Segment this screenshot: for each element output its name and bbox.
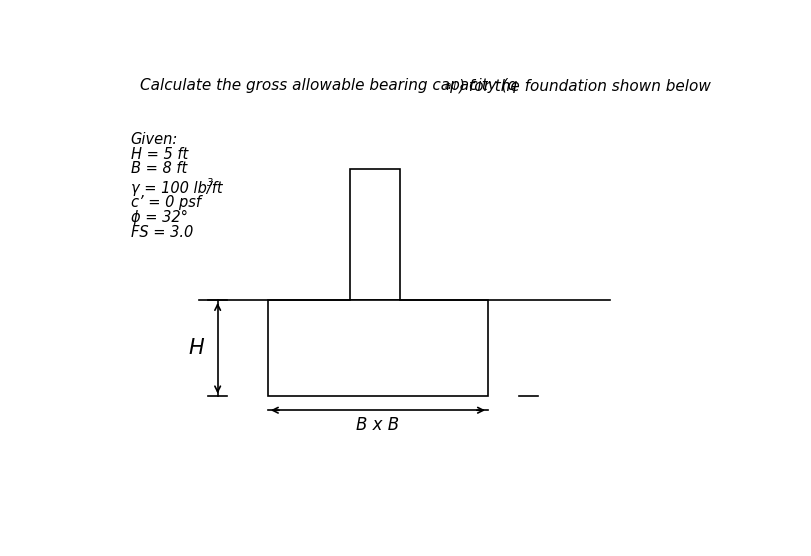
Text: γ = 100 lb/ft: γ = 100 lb/ft xyxy=(131,181,222,196)
Text: H: H xyxy=(188,338,204,358)
Text: B x B: B x B xyxy=(356,416,400,434)
Text: c’ = 0 psf: c’ = 0 psf xyxy=(131,195,201,210)
Text: ϕ = 32°: ϕ = 32° xyxy=(131,210,188,225)
Text: ) for the foundation shown below: ) for the foundation shown below xyxy=(459,78,712,93)
Text: Given:: Given: xyxy=(131,132,178,147)
Text: FS = 3.0: FS = 3.0 xyxy=(131,225,193,240)
Bar xyxy=(268,300,488,396)
Text: all: all xyxy=(444,81,457,91)
Text: 3: 3 xyxy=(207,178,213,188)
Bar xyxy=(350,170,400,300)
Text: Calculate the gross allowable bearing capacity (q: Calculate the gross allowable bearing ca… xyxy=(140,78,517,93)
Text: B = 8 ft: B = 8 ft xyxy=(131,161,187,176)
Text: H = 5 ft: H = 5 ft xyxy=(131,147,188,162)
